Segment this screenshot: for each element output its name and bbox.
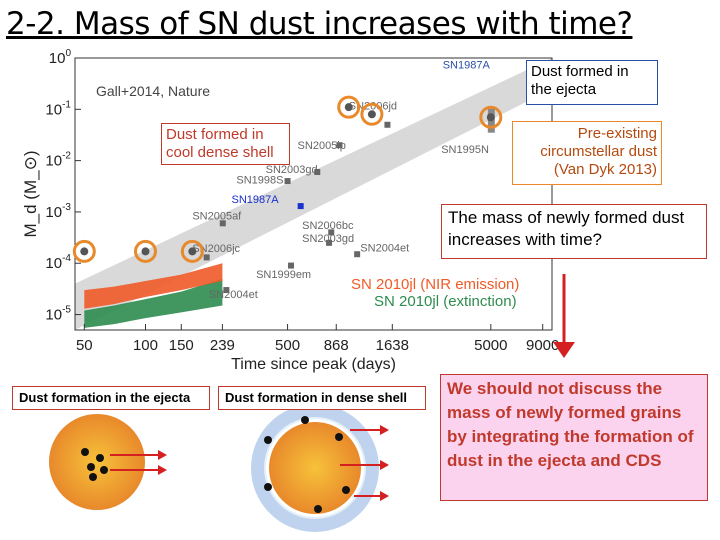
data-point — [314, 169, 321, 176]
dust-grain — [81, 448, 89, 456]
point-label: SN1987A — [443, 60, 491, 72]
data-point — [384, 121, 391, 128]
annotation-preexisting: Pre-existing circumstellar dust (Van Dyk… — [512, 121, 662, 185]
series-band — [84, 263, 223, 309]
data-point — [203, 254, 210, 261]
annotation-conclusion: We should not discuss the mass of newly … — [440, 374, 708, 501]
ejecta-sphere — [49, 414, 145, 510]
highlight-circle — [133, 239, 157, 263]
highlight-dot — [188, 247, 197, 256]
legend-extinction: SN 2010jl (extinction) — [374, 293, 517, 310]
series-band — [84, 278, 223, 328]
highlight-dot — [367, 110, 376, 119]
highlight-dot — [344, 103, 353, 112]
flow-arrow-head — [380, 425, 389, 435]
data-point — [219, 220, 226, 227]
x-tick-label: 500 — [275, 337, 300, 354]
point-label: SN2005ip — [298, 140, 346, 152]
point-labels: SN1987ASN1995NSN2006jdSN2005ipSN2003gdSN… — [192, 60, 490, 301]
point-label: SN1995N — [441, 144, 489, 156]
data-point — [297, 203, 304, 210]
down-arrow — [553, 274, 575, 358]
slide-title: 2-2. Mass of SN dust increases with time… — [6, 6, 633, 42]
reference-label: Gall+2014, Nature — [96, 83, 211, 99]
annotation-cds: Dust formed in cool dense shell — [161, 123, 290, 165]
data-point — [284, 178, 291, 185]
highlight-dot — [80, 247, 89, 256]
sn2010jl-series — [84, 263, 223, 328]
arrow-head — [553, 342, 575, 358]
y-tick-label: 10-5 — [45, 305, 71, 324]
highlight-circle — [180, 239, 204, 263]
flow-arrow-head — [158, 465, 167, 475]
dust-grain — [314, 505, 322, 513]
highlight-circle — [72, 239, 96, 263]
dust-grain — [89, 473, 97, 481]
y-tick-label: 10-4 — [45, 253, 71, 272]
x-tick-label: 1638 — [376, 337, 409, 354]
x-tick-label: 9000 — [526, 337, 559, 354]
legend-nir: SN 2010jl (NIR emission) — [351, 276, 520, 293]
annotation-question: The mass of newly formed dust increases … — [441, 204, 707, 259]
highlight-dot — [141, 247, 150, 256]
highlight-circle — [360, 102, 384, 126]
highlight-circle — [479, 105, 503, 129]
point-label: SN2006jc — [192, 243, 240, 255]
point-label: SN1998S — [236, 174, 283, 186]
flow-arrow-head — [158, 450, 167, 460]
data-point — [328, 229, 335, 236]
data-point — [354, 251, 361, 258]
point-label: SN1987A — [232, 194, 280, 206]
dust-grain — [264, 483, 272, 491]
x-tick-label: 50 — [76, 337, 93, 354]
data-point — [326, 239, 333, 246]
dust-grain — [87, 463, 95, 471]
point-label: SN2003gd — [266, 164, 318, 176]
point-label: SN2006bc — [302, 220, 354, 232]
point-label: SN2006jd — [349, 100, 397, 112]
point-label: SN2004et — [209, 289, 258, 301]
x-tick-label: 239 — [210, 337, 235, 354]
dust-grain — [335, 433, 343, 441]
dust-grain — [96, 454, 104, 462]
point-label: SN2005af — [192, 210, 242, 222]
dust-grain — [264, 436, 272, 444]
annotation-ejecta: Dust formed in the ejecta — [526, 60, 658, 105]
highlight-circles — [72, 95, 503, 263]
data-point — [223, 287, 230, 294]
plot-frame — [74, 57, 553, 331]
data-point — [336, 142, 343, 149]
panel-label-dense-shell: Dust formation in dense shell — [218, 386, 426, 410]
point-label: SN2003gd — [302, 233, 354, 245]
dust-grain — [301, 416, 309, 424]
dust-illustrations — [49, 404, 389, 532]
flow-arrow-head — [380, 460, 389, 470]
x-tick-label: 868 — [324, 337, 349, 354]
dense-shell-core — [269, 422, 361, 514]
flow-arrow-head — [380, 491, 389, 501]
point-label: SN1999em — [256, 269, 311, 281]
point-label: SN2004et — [360, 242, 409, 254]
y-axis-label: M_d (M_⊙) — [21, 151, 40, 238]
highlight-circle — [337, 95, 361, 119]
x-tick-label: 100 — [133, 337, 158, 354]
x-tick-label: 5000 — [474, 337, 507, 354]
y-tick-label: 10-1 — [45, 99, 71, 118]
data-point — [288, 262, 295, 269]
y-tick-label: 100 — [49, 48, 72, 67]
x-tick-label: 150 — [169, 337, 194, 354]
y-tick-label: 10-3 — [45, 202, 71, 221]
panel-label-ejecta: Dust formation in the ejecta — [12, 386, 210, 410]
y-tick-label: 10-2 — [45, 151, 71, 170]
dust-grain — [100, 466, 108, 474]
highlight-dot — [486, 113, 495, 122]
dust-grain — [342, 486, 350, 494]
x-axis-label: Time since peak (days) — [231, 356, 396, 373]
